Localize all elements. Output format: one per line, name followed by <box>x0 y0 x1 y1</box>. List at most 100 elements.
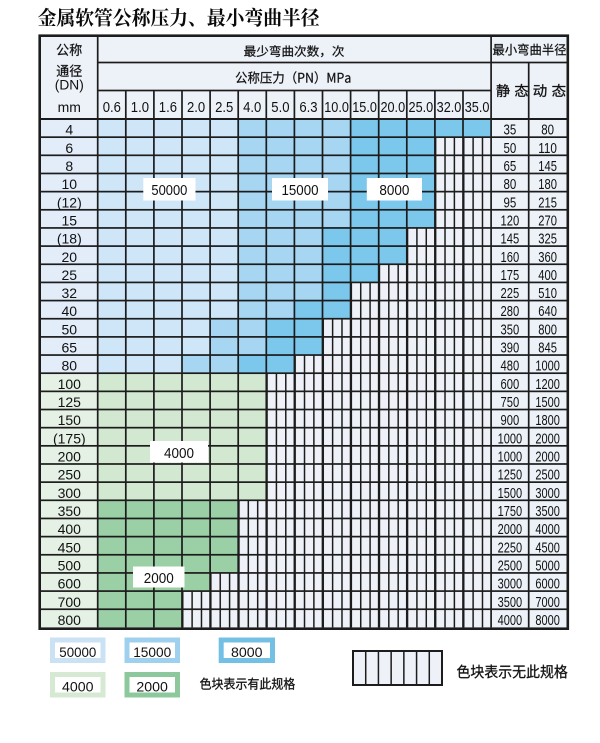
svg-text:225: 225 <box>501 286 520 302</box>
svg-text:1500: 1500 <box>535 395 560 411</box>
svg-text:5.0: 5.0 <box>271 100 289 116</box>
svg-text:2500: 2500 <box>535 468 560 484</box>
svg-text:2250: 2250 <box>498 540 523 556</box>
svg-text:500: 500 <box>58 557 82 573</box>
svg-text:2.0: 2.0 <box>187 100 205 116</box>
svg-text:3000: 3000 <box>498 577 523 593</box>
svg-text:1800: 1800 <box>535 413 560 429</box>
svg-text:350: 350 <box>58 503 82 519</box>
svg-text:1750: 1750 <box>498 504 523 520</box>
svg-text:65: 65 <box>62 340 78 356</box>
svg-text:3000: 3000 <box>535 486 560 502</box>
svg-text:1000: 1000 <box>535 359 560 375</box>
svg-text:6.3: 6.3 <box>299 100 317 116</box>
svg-text:750: 750 <box>501 395 520 411</box>
svg-text:20: 20 <box>62 249 78 265</box>
svg-text:125: 125 <box>58 394 82 410</box>
svg-text:25.0: 25.0 <box>409 100 434 116</box>
svg-text:1200: 1200 <box>535 377 560 393</box>
svg-text:450: 450 <box>58 539 82 555</box>
svg-text:25: 25 <box>62 267 78 283</box>
svg-text:600: 600 <box>58 576 82 592</box>
svg-text:150: 150 <box>58 412 82 428</box>
svg-text:600: 600 <box>501 377 520 393</box>
svg-text:120: 120 <box>501 214 520 230</box>
svg-text:(DN): (DN) <box>55 78 84 93</box>
svg-text:4: 4 <box>65 122 73 138</box>
svg-text:40: 40 <box>62 303 78 319</box>
svg-text:8000: 8000 <box>231 644 263 660</box>
svg-text:2500: 2500 <box>498 558 523 574</box>
svg-text:1250: 1250 <box>498 468 523 484</box>
svg-text:(18): (18) <box>57 231 82 247</box>
svg-text:80: 80 <box>541 123 554 139</box>
svg-text:0.6: 0.6 <box>103 100 121 116</box>
svg-text:50000: 50000 <box>59 644 96 660</box>
svg-text:15.0: 15.0 <box>352 100 377 116</box>
svg-text:700: 700 <box>58 594 82 610</box>
svg-text:4.0: 4.0 <box>243 100 261 116</box>
svg-text:800: 800 <box>58 612 82 628</box>
svg-text:4000: 4000 <box>498 613 523 629</box>
svg-text:80: 80 <box>62 358 78 374</box>
svg-text:480: 480 <box>501 359 520 375</box>
svg-text:2000: 2000 <box>144 571 174 587</box>
svg-text:180: 180 <box>538 177 557 193</box>
svg-text:50: 50 <box>62 321 78 337</box>
svg-text:325: 325 <box>538 232 557 248</box>
svg-text:5000: 5000 <box>535 558 560 574</box>
svg-text:2000: 2000 <box>535 450 560 466</box>
svg-text:6: 6 <box>65 140 73 156</box>
svg-text:4000: 4000 <box>164 446 194 462</box>
svg-text:50: 50 <box>504 141 517 157</box>
svg-text:200: 200 <box>58 449 82 465</box>
svg-text:3500: 3500 <box>535 504 560 520</box>
svg-text:270: 270 <box>538 214 557 230</box>
svg-text:360: 360 <box>538 250 557 266</box>
svg-text:800: 800 <box>538 322 557 338</box>
svg-text:215: 215 <box>538 195 557 211</box>
svg-text:7000: 7000 <box>535 595 560 611</box>
svg-text:250: 250 <box>58 467 82 483</box>
svg-text:145: 145 <box>538 159 557 175</box>
svg-text:1000: 1000 <box>498 450 523 466</box>
svg-text:32.0: 32.0 <box>437 100 462 116</box>
svg-text:160: 160 <box>501 250 520 266</box>
svg-text:100: 100 <box>58 376 82 392</box>
svg-text:8000: 8000 <box>379 183 409 199</box>
svg-text:32: 32 <box>62 285 78 301</box>
svg-text:65: 65 <box>504 159 517 175</box>
svg-text:175: 175 <box>501 268 520 284</box>
svg-text:8000: 8000 <box>535 613 560 629</box>
svg-text:1500: 1500 <box>498 486 523 502</box>
svg-text:15000: 15000 <box>133 644 171 660</box>
svg-text:10.0: 10.0 <box>324 100 349 116</box>
svg-text:mm: mm <box>58 99 81 115</box>
svg-text:4000: 4000 <box>62 679 94 695</box>
svg-text:8: 8 <box>65 158 73 174</box>
svg-text:1.0: 1.0 <box>131 100 149 116</box>
svg-text:35.0: 35.0 <box>465 100 490 116</box>
svg-text:(175): (175) <box>53 430 86 446</box>
svg-text:35: 35 <box>504 123 517 139</box>
svg-text:845: 845 <box>538 341 557 357</box>
svg-text:640: 640 <box>538 304 557 320</box>
svg-text:15: 15 <box>62 213 78 229</box>
svg-text:4500: 4500 <box>535 540 560 556</box>
svg-text:4000: 4000 <box>535 522 560 538</box>
svg-text:15000: 15000 <box>282 183 319 199</box>
svg-text:350: 350 <box>501 322 520 338</box>
svg-text:6000: 6000 <box>535 577 560 593</box>
svg-text:2000: 2000 <box>498 522 523 538</box>
svg-text:50000: 50000 <box>151 183 187 199</box>
svg-text:110: 110 <box>538 141 557 157</box>
svg-text:900: 900 <box>501 413 520 429</box>
svg-text:400: 400 <box>58 521 82 537</box>
svg-text:1000: 1000 <box>498 431 523 447</box>
svg-text:280: 280 <box>501 304 520 320</box>
svg-text:2.5: 2.5 <box>215 100 233 116</box>
svg-text:2000: 2000 <box>535 431 560 447</box>
svg-text:80: 80 <box>504 177 517 193</box>
svg-text:145: 145 <box>501 232 520 248</box>
svg-text:10: 10 <box>62 176 78 192</box>
